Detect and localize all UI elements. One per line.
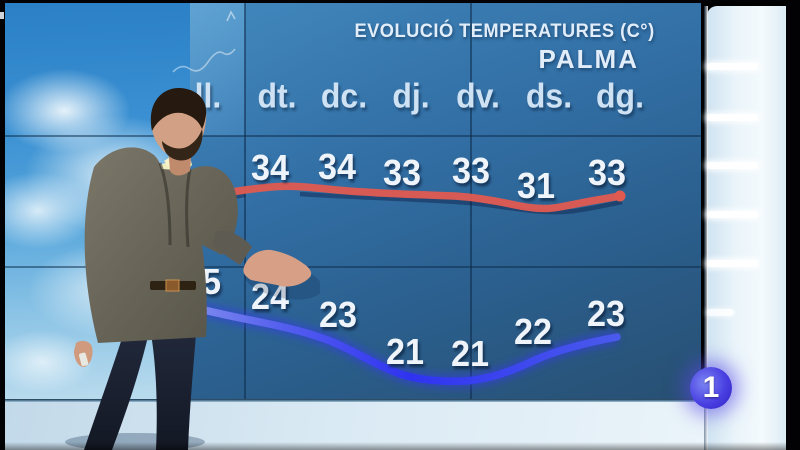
- channel-one-logo-text: 1: [702, 371, 720, 404]
- min-temp-friday: 21: [450, 333, 490, 374]
- wall-bottom-edge: [5, 399, 701, 402]
- shelf-light-bar-1: [707, 63, 758, 70]
- chart-title-block: EVOLUCIÓ TEMPERATURES (C°) PALMA: [342, 21, 655, 75]
- day-label-tuesday: dt.: [257, 77, 297, 116]
- max-temp-tuesday: 34: [250, 147, 290, 188]
- shelf-light-bar-3: [707, 162, 758, 169]
- shelf-light-bar-5: [707, 260, 758, 267]
- letterbox-left-bar: [0, 0, 5, 450]
- shelf-left-edge-highlight: [704, 6, 708, 450]
- channel-one-logo: 1: [690, 367, 732, 409]
- letterbox-right-bar: [786, 0, 800, 450]
- sky-clouds-backdrop: [5, 3, 190, 402]
- bottom-vignette: [0, 442, 800, 450]
- max-temp-thursday: 33: [382, 152, 422, 193]
- max-temp-monday: 31: [183, 167, 223, 208]
- min-temp-tuesday: 24: [250, 276, 290, 317]
- day-label-thursday: dj.: [392, 77, 430, 116]
- letterbox-top-bar: [0, 0, 800, 3]
- min-temp-monday: 25: [182, 261, 222, 302]
- left-bar-notch: [0, 12, 4, 19]
- day-label-saturday: ds.: [525, 77, 573, 116]
- day-label-sunday: dg.: [596, 77, 644, 116]
- max-temp-friday: 33: [451, 150, 491, 191]
- shelf-light-bar-6: [707, 309, 734, 316]
- min-temp-sunday: 23: [586, 293, 626, 334]
- max-temp-sunday: 33: [587, 152, 627, 193]
- shelf-light-bar-4: [707, 211, 758, 218]
- min-temp-thursday: 21: [385, 331, 425, 372]
- min-temp-saturday: 22: [513, 311, 553, 352]
- chart-title: EVOLUCIÓ TEMPERATURES (C°): [354, 21, 655, 42]
- max-temp-saturday: 31: [516, 165, 556, 206]
- wall-seam-horizontal-2: [5, 266, 701, 268]
- day-label-monday: ll.: [194, 77, 222, 116]
- wall-seam-vertical-1: [244, 3, 246, 402]
- chart-location: PALMA: [538, 44, 639, 74]
- day-label-friday: dv.: [456, 77, 500, 116]
- max-temp-wednesday: 34: [317, 146, 357, 187]
- wall-seam-horizontal-1: [5, 135, 701, 137]
- min-temp-wednesday: 23: [318, 294, 358, 335]
- shelf-light-bar-2: [707, 114, 758, 121]
- day-label-wednesday: dc.: [320, 77, 368, 116]
